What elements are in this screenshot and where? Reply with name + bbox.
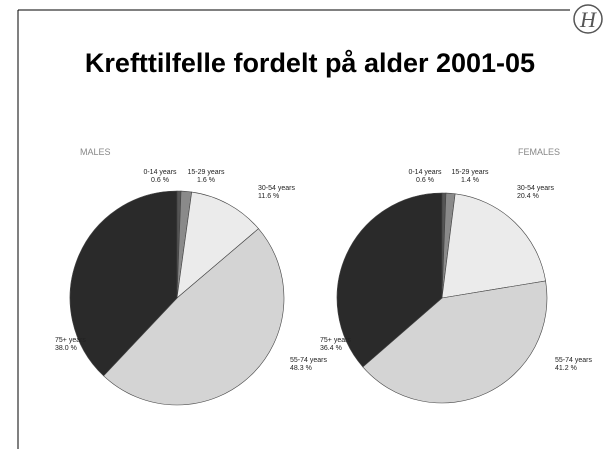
chart-title: MALES <box>80 147 111 157</box>
slice-value-label: 1.4 % <box>461 177 479 184</box>
slice-value-label: 0.6 % <box>151 177 169 184</box>
slice-category: 0-14 years <box>408 169 442 176</box>
pie-slice <box>176 191 259 299</box>
slice-category: 30-54 years <box>517 185 554 192</box>
chart-title: FEMALES <box>518 147 560 157</box>
logo: H <box>579 7 597 32</box>
slice-value-label: 38.0 % <box>55 345 77 352</box>
slice-category: 55-74 years <box>290 357 327 364</box>
pie-slice <box>336 192 443 368</box>
slice-value-label: 11.6 % <box>258 193 279 200</box>
logo-circle <box>573 4 603 34</box>
slice-value-label: 0.6 % <box>416 177 434 184</box>
slice-value-label: 41.2 % <box>555 365 577 372</box>
slide-title: Krefttilfelle fordelt på alder 2001-05 <box>85 48 535 78</box>
slice-category: 0-14 years <box>143 169 177 176</box>
slice-value-label: 20.4 % <box>517 193 539 200</box>
slice-category: 55-74 years <box>555 357 592 364</box>
pie-slice <box>69 190 178 377</box>
slice-value-label: 48.3 % <box>290 365 312 372</box>
slice-value-label: 1.6 % <box>197 177 215 184</box>
slice-category: 30-54 years <box>258 185 295 192</box>
slice-category: 15-29 years <box>452 169 489 176</box>
slice-category: 75+ years <box>320 337 351 344</box>
pie-slice <box>103 228 285 406</box>
slice-category: 75+ years <box>55 337 86 344</box>
slice-category: 15-29 years <box>188 169 225 176</box>
slice-value-label: 36.4 % <box>320 345 342 352</box>
pie-slice <box>441 193 546 299</box>
pie-slice <box>362 280 548 404</box>
